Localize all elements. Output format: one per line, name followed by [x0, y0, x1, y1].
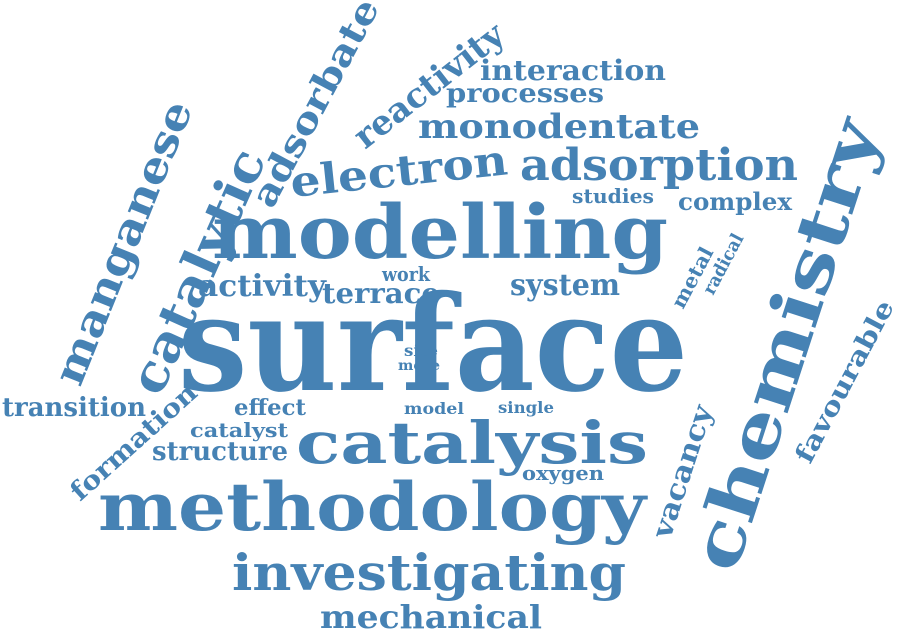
- word-surface: surface: [178, 267, 688, 422]
- word-work: work: [381, 262, 431, 286]
- word-more: more: [398, 358, 440, 374]
- word-methodology: methodology: [98, 468, 648, 546]
- word-monodentate: monodentate: [418, 107, 700, 147]
- word-activity: activity: [198, 269, 328, 304]
- word-mechanical: mechanical: [320, 598, 542, 633]
- word-catalysis: catalysis: [296, 409, 648, 477]
- word-investigating: investigating: [232, 543, 626, 602]
- word-effect: effect: [234, 395, 307, 421]
- word-model: model: [404, 399, 464, 418]
- word-adsorption: adsorption: [520, 140, 798, 191]
- word-modelling: modelling: [212, 190, 668, 276]
- word-terrace: terrace: [322, 277, 440, 310]
- word-oxygen: oxygen: [522, 461, 604, 485]
- word-catalyst: catalyst: [190, 418, 289, 442]
- word-system: system: [510, 268, 620, 303]
- word-studies: studies: [572, 184, 654, 208]
- word-site: site: [404, 341, 438, 360]
- word-complex: complex: [678, 187, 793, 216]
- word-interaction: interaction: [480, 54, 666, 87]
- word-structure: structure: [152, 437, 288, 467]
- word-processes: processes: [446, 79, 604, 109]
- word-single: single: [498, 398, 554, 417]
- word-transition: transition: [2, 393, 146, 423]
